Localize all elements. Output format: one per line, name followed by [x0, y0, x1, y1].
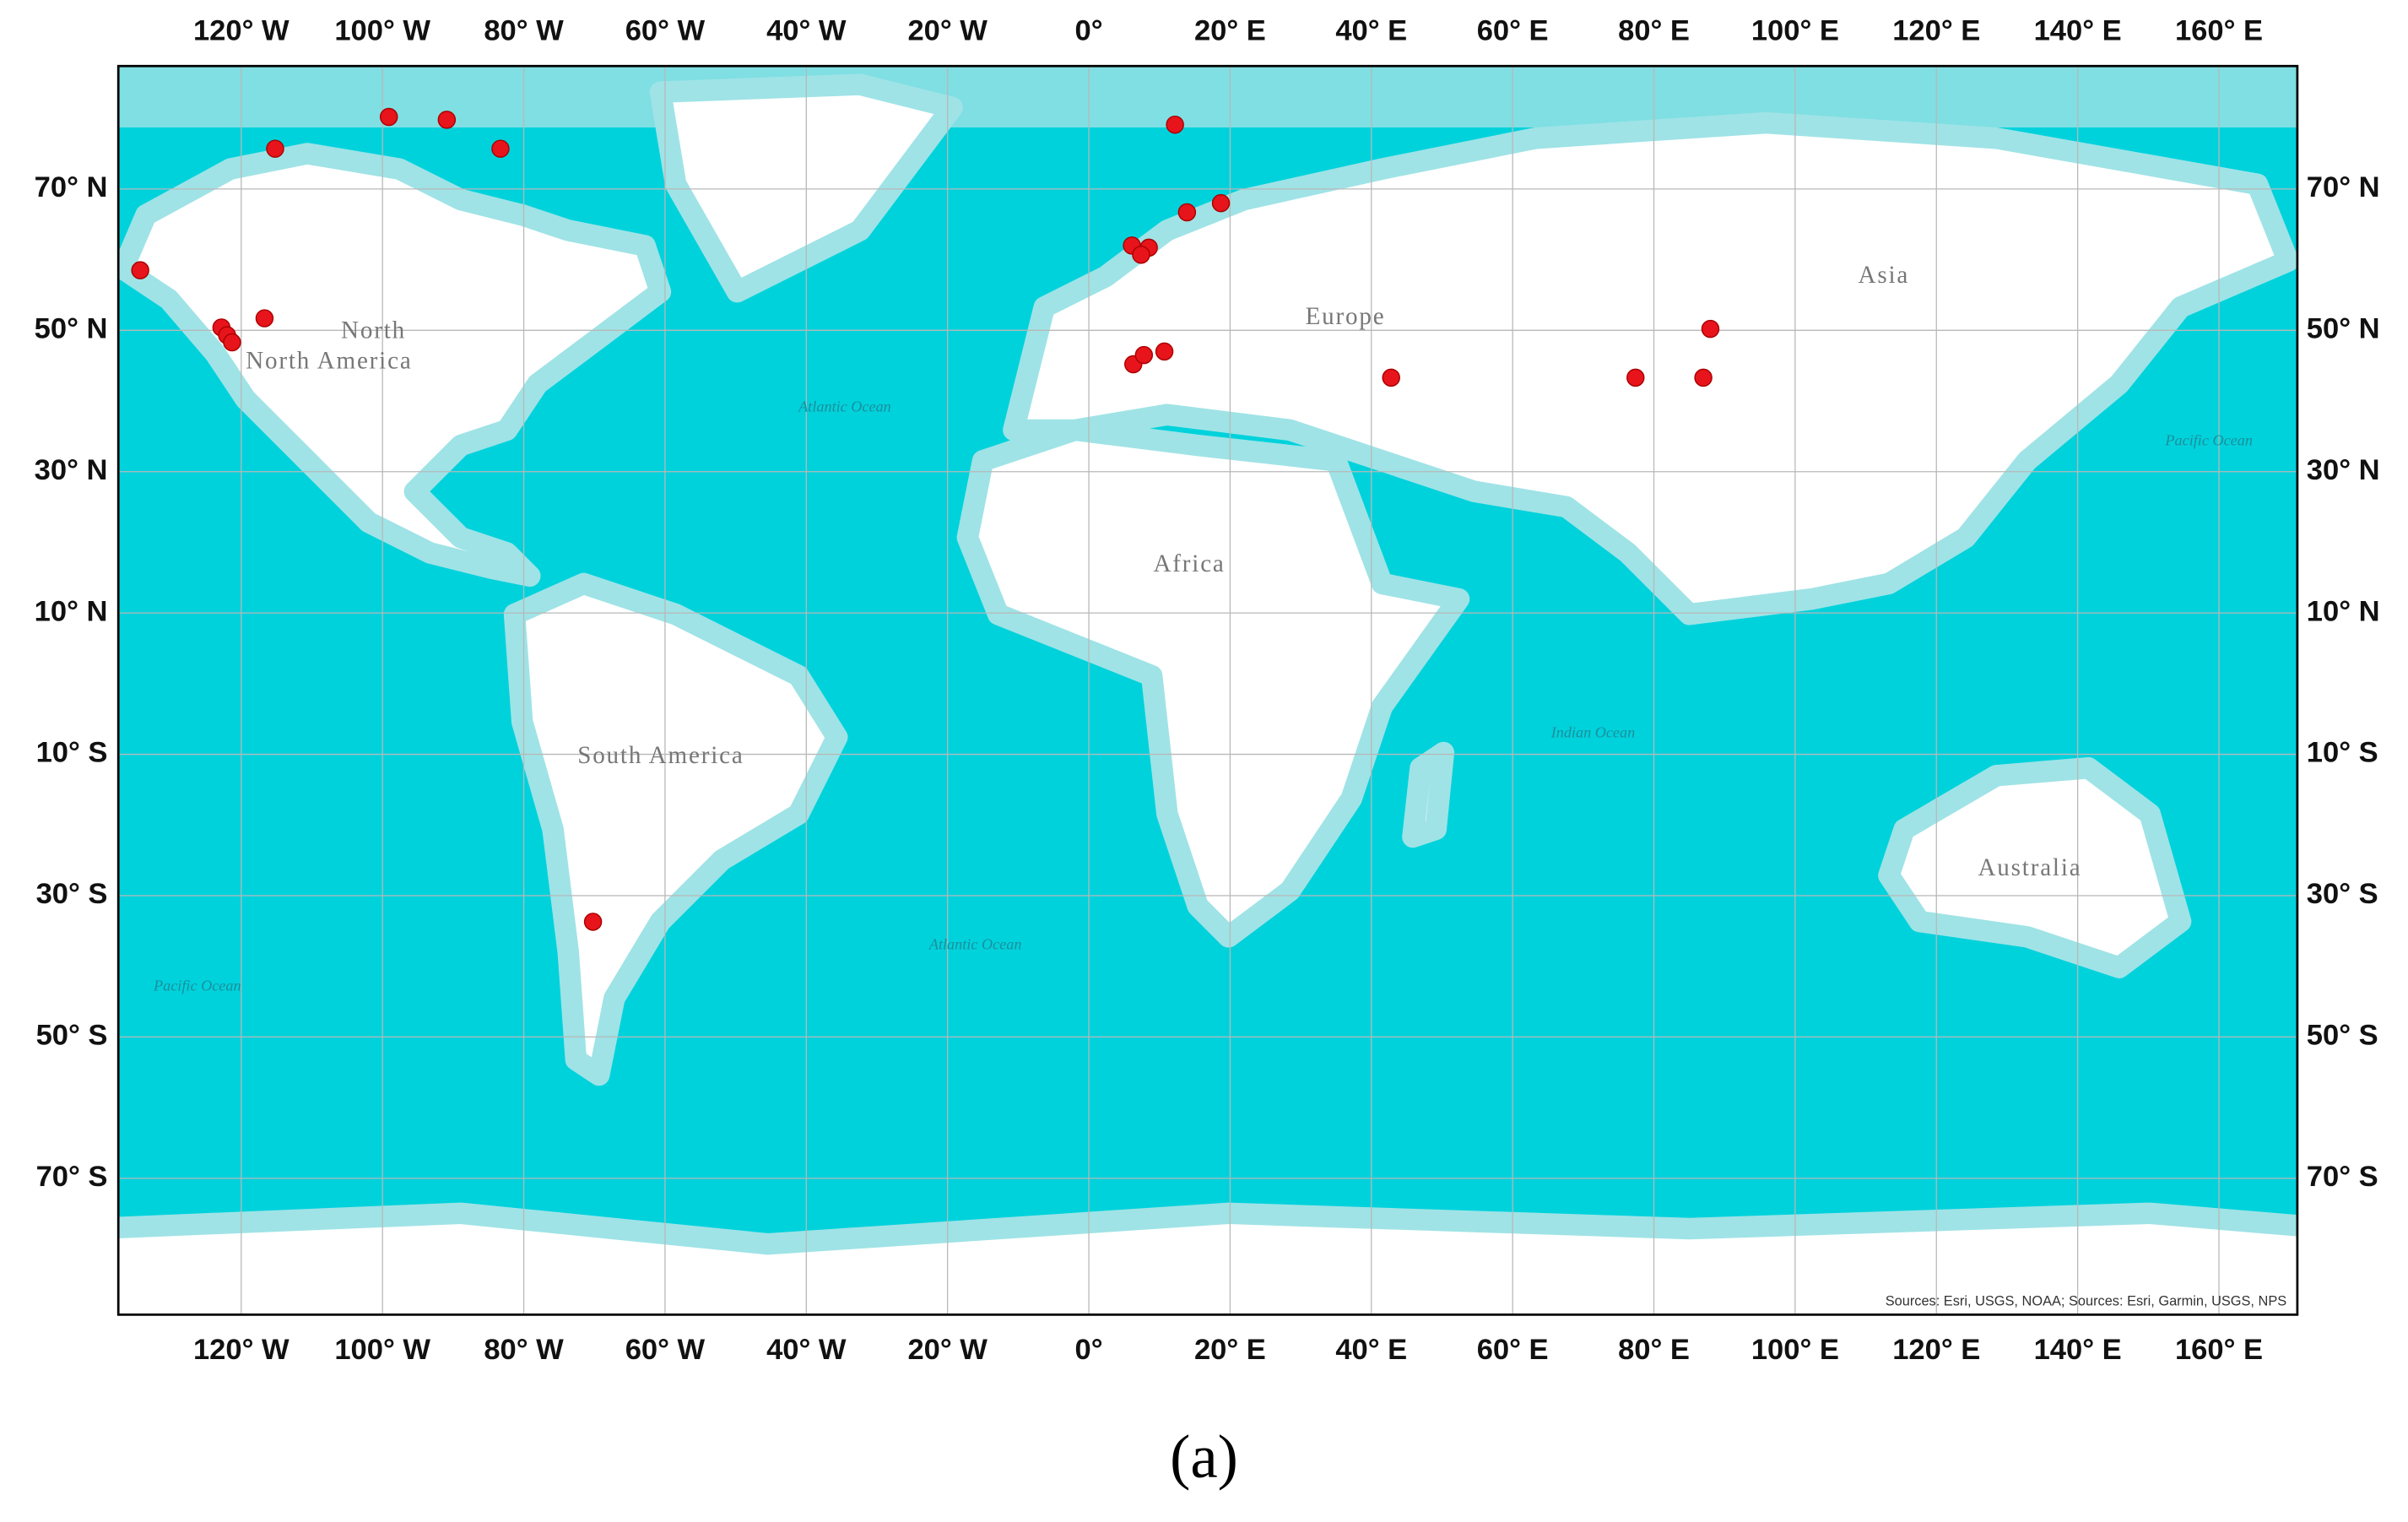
- x-tick-label: 80° E: [1618, 14, 1690, 46]
- site-point: [1701, 319, 1720, 339]
- site-point: [266, 139, 284, 158]
- y-tick-label: 70° S: [2307, 1161, 2378, 1193]
- site-point: [1694, 368, 1713, 387]
- y-tick-label: 30° S: [36, 878, 108, 910]
- region-label: North America: [246, 348, 412, 375]
- x-tick-label: 20° E: [1194, 1334, 1266, 1366]
- x-tick-label: 100° W: [334, 14, 430, 46]
- x-tick-label: 120° W: [193, 14, 290, 46]
- ocean-label: Indian Ocean: [1550, 723, 1636, 740]
- x-tick-label: 0°: [1075, 14, 1103, 46]
- graticule: [118, 66, 2297, 1315]
- x-tick-label: 40° W: [766, 14, 847, 46]
- site-point: [583, 913, 603, 931]
- x-tick-label: 0°: [1075, 1334, 1103, 1366]
- region-label: Africa: [1153, 550, 1225, 577]
- y-tick-label: 70° N: [2307, 171, 2380, 203]
- y-tick-label: 30° N: [35, 454, 108, 486]
- ocean-label: Pacific Ocean: [2164, 432, 2253, 449]
- region-label: Asia: [1859, 262, 1910, 289]
- ocean-label: Atlantic Ocean: [928, 935, 1022, 952]
- y-tick-label: 50° S: [36, 1020, 108, 1052]
- sites: [131, 107, 1720, 931]
- site-point: [1177, 203, 1197, 222]
- x-tick-label: 60° E: [1477, 1334, 1549, 1366]
- x-tick-label: 60° W: [625, 1334, 706, 1366]
- x-tick-label: 140° E: [2034, 14, 2122, 46]
- y-tick-label: 10° S: [36, 737, 108, 769]
- y-tick-label: 10° N: [35, 595, 108, 627]
- x-tick-label: 140° E: [2034, 1334, 2122, 1366]
- region-label: North: [341, 317, 406, 344]
- y-tick-label: 30° N: [2307, 454, 2380, 486]
- x-tick-label: 60° E: [1477, 14, 1549, 46]
- site-point: [1166, 115, 1184, 134]
- figure-caption: (a): [1170, 1422, 1238, 1491]
- x-tick-label: 100° E: [1751, 14, 1839, 46]
- site-point: [1155, 342, 1174, 361]
- x-tick-label: 120° W: [193, 1334, 290, 1366]
- y-tick-label: 70° S: [36, 1161, 108, 1193]
- ocean-label: Pacific Ocean: [153, 977, 241, 994]
- y-tick-label: 50° N: [2307, 312, 2380, 344]
- map-frame: [116, 64, 2299, 1316]
- y-tick-label: 30° S: [2307, 878, 2378, 910]
- x-tick-label: 40° E: [1335, 1334, 1407, 1366]
- region-label: Europe: [1306, 303, 1386, 330]
- x-tick-label: 80° W: [484, 14, 564, 46]
- x-tick-label: 100° E: [1751, 1334, 1839, 1366]
- site-point: [1134, 345, 1154, 365]
- site-point: [1132, 246, 1150, 264]
- site-point: [1382, 368, 1400, 387]
- x-tick-label: 160° E: [2175, 14, 2263, 46]
- x-tick-label: 80° W: [484, 1334, 564, 1366]
- basemap: [118, 66, 2297, 1315]
- y-tick-label: 10° S: [2307, 737, 2378, 769]
- region-label: South America: [577, 742, 744, 769]
- site-point: [131, 261, 149, 279]
- x-tick-label: 160° E: [2175, 1334, 2263, 1366]
- x-tick-label: 20° W: [907, 1334, 988, 1366]
- x-tick-label: 20° W: [907, 14, 988, 46]
- x-tick-label: 80° E: [1618, 1334, 1690, 1366]
- y-tick-label: 70° N: [35, 171, 108, 203]
- ocean-label: Atlantic Ocean: [798, 398, 891, 415]
- site-point: [437, 111, 457, 129]
- site-point: [1626, 368, 1645, 387]
- source-credit: Sources: Esri, USGS, NOAA; Sources: Esri…: [1886, 1293, 2287, 1308]
- y-tick-label: 50° N: [35, 312, 108, 344]
- x-tick-label: 60° W: [625, 14, 706, 46]
- site-point: [223, 333, 241, 352]
- site-point: [255, 309, 274, 328]
- y-tick-label: 50° S: [2307, 1020, 2378, 1052]
- x-tick-label: 40° E: [1335, 14, 1407, 46]
- site-point: [379, 107, 398, 127]
- x-tick-label: 120° E: [1892, 1334, 1980, 1366]
- x-tick-label: 20° E: [1194, 14, 1266, 46]
- x-tick-label: 40° W: [766, 1334, 847, 1366]
- site-point: [491, 139, 510, 158]
- x-tick-label: 120° E: [1892, 14, 1980, 46]
- y-tick-label: 10° N: [2307, 595, 2380, 627]
- x-tick-label: 100° W: [334, 1334, 430, 1366]
- site-point: [1211, 193, 1231, 213]
- region-label: Australia: [1978, 854, 2081, 881]
